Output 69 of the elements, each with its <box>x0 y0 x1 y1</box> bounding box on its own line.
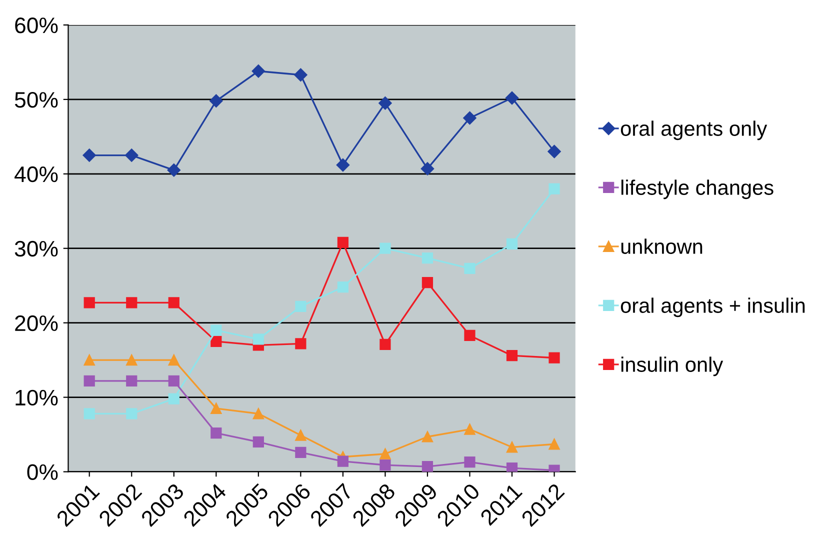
point <box>506 462 518 472</box>
point <box>464 330 476 342</box>
point <box>548 352 560 364</box>
y-tick-label: 60% <box>15 18 58 34</box>
point <box>210 94 223 108</box>
point <box>84 375 95 386</box>
point <box>210 324 222 336</box>
y-tick-label: 20% <box>15 315 58 332</box>
point <box>252 436 264 448</box>
legend-label: unknown <box>621 238 702 254</box>
point <box>295 430 306 441</box>
point <box>126 297 138 308</box>
legend-label: oral agents only <box>620 120 768 140</box>
point <box>380 448 391 460</box>
point <box>126 408 138 420</box>
point <box>380 242 391 254</box>
point <box>506 442 518 453</box>
point <box>422 277 434 288</box>
point <box>337 282 348 293</box>
point <box>252 408 264 420</box>
point <box>295 338 306 350</box>
point <box>126 375 138 386</box>
y-tick-label: 40% <box>14 166 58 182</box>
point <box>252 334 264 345</box>
point <box>422 252 434 264</box>
point <box>464 424 476 435</box>
point <box>548 183 560 194</box>
point <box>422 460 434 472</box>
point <box>295 300 306 312</box>
point <box>84 297 95 308</box>
point <box>464 456 476 468</box>
point <box>380 338 391 350</box>
point <box>378 96 392 110</box>
point <box>420 162 434 176</box>
point <box>464 262 476 274</box>
legend-label: insulin only <box>621 356 724 376</box>
point <box>168 297 180 308</box>
point <box>84 408 95 420</box>
point <box>295 446 306 458</box>
point <box>210 427 222 439</box>
point <box>168 393 180 404</box>
point <box>506 238 518 250</box>
point <box>505 91 519 105</box>
point <box>548 144 561 158</box>
point <box>422 431 434 442</box>
point <box>167 164 180 177</box>
y-tick-label: 30% <box>14 240 58 257</box>
point <box>380 459 391 471</box>
y-tick-label: 10% <box>16 390 58 406</box>
point <box>126 354 138 366</box>
y-tick-label: 0% <box>27 464 58 480</box>
point <box>168 354 180 366</box>
point <box>336 158 350 172</box>
point <box>210 336 222 347</box>
point <box>506 350 518 362</box>
point <box>548 438 560 450</box>
point <box>294 68 308 82</box>
legend-label: lifestyle changes <box>621 180 774 200</box>
point <box>252 64 266 78</box>
point <box>82 148 96 162</box>
point <box>463 111 476 125</box>
y-tick-label: 50% <box>14 92 58 108</box>
point <box>337 236 348 248</box>
legend-label: oral agents + insulin <box>620 298 805 318</box>
point <box>210 402 222 414</box>
point <box>84 354 95 366</box>
point <box>125 148 138 162</box>
point <box>168 375 180 386</box>
point <box>337 456 348 467</box>
